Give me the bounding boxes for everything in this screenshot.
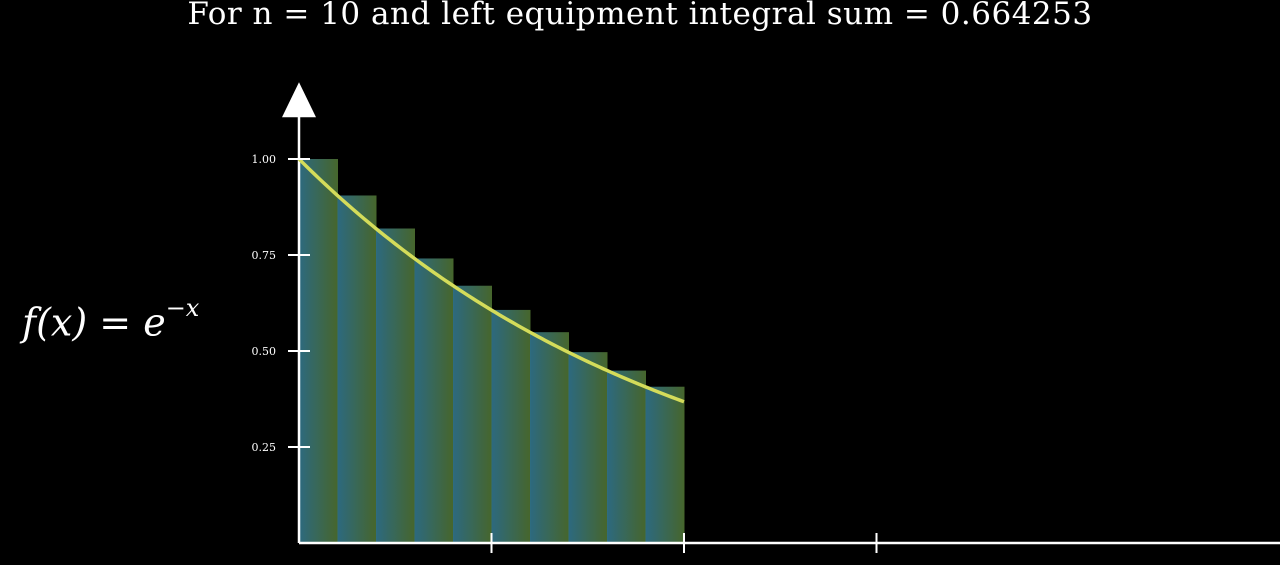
- tick-layer: 1.00 0.75 0.50 0.25: [252, 153, 878, 553]
- y-tick-label-1: 1.00: [252, 153, 277, 166]
- function-equals: =: [99, 300, 132, 345]
- function-base: e: [143, 300, 166, 345]
- riemann-rect-3: [376, 228, 415, 543]
- function-label: f(x) = e−x: [22, 294, 199, 345]
- y-axis-arrow: [282, 82, 316, 118]
- riemann-rect-6: [491, 309, 531, 543]
- function-curve: [297, 157, 685, 404]
- riemann-rect-10: [645, 386, 685, 543]
- riemann-rect-8: [568, 352, 608, 543]
- riemann-rectangles: [299, 159, 685, 544]
- function-lhs: f(x): [22, 300, 88, 345]
- riemann-rect-4: [414, 258, 454, 543]
- axes: [282, 82, 1280, 545]
- function-exponent: −x: [165, 294, 200, 322]
- chart-title: For n = 10 and left equipment integral s…: [187, 0, 1093, 32]
- riemann-rect-7: [530, 332, 569, 543]
- riemann-rect-2: [337, 195, 377, 544]
- riemann-rect-9: [607, 370, 646, 543]
- riemann-rect-5: [453, 285, 492, 543]
- y-tick-label-2: 0.75: [252, 249, 277, 262]
- function-curve-layer: [297, 157, 685, 404]
- y-tick-label-4: 0.25: [252, 441, 277, 454]
- y-tick-label-3: 0.50: [252, 345, 277, 358]
